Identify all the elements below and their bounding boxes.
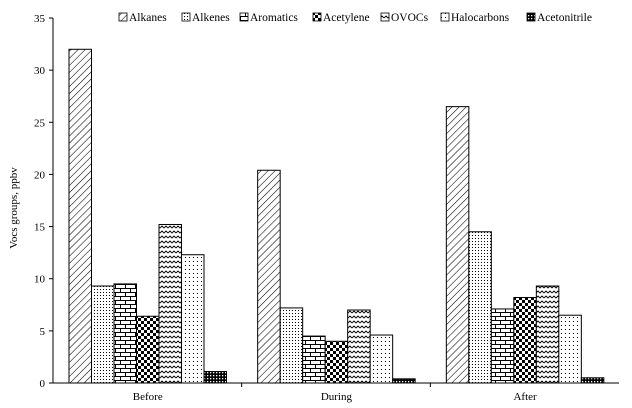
- x-tick-label-after: After: [513, 391, 537, 403]
- bar-acetylene-before: [136, 315, 160, 384]
- bar-acetylene-during: [324, 340, 349, 384]
- legend-label-ovocs: OVOCs: [391, 12, 429, 24]
- bars-layer: [68, 48, 605, 384]
- bar-aromatics-after: [490, 308, 515, 384]
- bar-aromatics-during: [302, 335, 326, 384]
- bar-halocarbons-before: [181, 254, 205, 384]
- bar-alkanes-after: [445, 106, 470, 384]
- legend-swatch-alkenes: [181, 12, 191, 22]
- legend-swatch-halocarbons: [440, 12, 450, 22]
- axes-layer: 0 5 10 15 20 25 30 35 Before During After: [34, 13, 619, 403]
- y-tick-label: 5: [40, 326, 46, 338]
- legend-swatch-alkanes: [118, 12, 128, 22]
- bar-ovocs-after: [535, 285, 560, 384]
- legend-swatch-ovocs: [380, 12, 390, 22]
- bar-acetonitrile-after: [580, 377, 605, 384]
- legend-label-alkanes: Alkanes: [129, 12, 167, 24]
- bar-alkenes-during: [279, 307, 304, 384]
- bar-ovocs-before: [158, 223, 182, 384]
- legend-label-alkenes: Alkenes: [192, 12, 230, 24]
- bar-acetonitrile-during: [392, 378, 416, 384]
- bar-halocarbons-during: [369, 334, 394, 384]
- bar-halocarbons-after: [558, 314, 582, 384]
- bar-acetonitrile-before: [203, 371, 227, 384]
- y-tick-label: 15: [34, 222, 46, 234]
- legend: Alkanes Alkenes Aromatics Acetylene OVOCs Hal…: [118, 12, 592, 24]
- y-axis-title: Vocs groups, ppbv: [8, 167, 20, 249]
- legend-swatch-aromatics: [239, 12, 249, 22]
- bar-alkanes-during: [257, 169, 281, 384]
- legend-swatch-acetonitrile: [526, 12, 536, 22]
- legend-label-halocarbons: Halocarbons: [451, 12, 510, 24]
- bar-acetylene-after: [513, 296, 537, 384]
- bar-alkanes-before: [68, 48, 92, 384]
- y-tick-label: 25: [34, 117, 46, 129]
- x-tick-label-during: During: [321, 391, 353, 403]
- legend-label-aromatics: Aromatics: [250, 12, 298, 24]
- x-tick-label-before: Before: [133, 391, 163, 403]
- bar-alkenes-before: [91, 285, 115, 384]
- y-tick-label: 35: [34, 13, 46, 25]
- bar-ovocs-during: [347, 309, 371, 384]
- legend-swatch-acetylene: [312, 12, 322, 22]
- bar-alkenes-after: [468, 231, 492, 384]
- y-tick-label: 0: [40, 378, 46, 390]
- y-tick-label: 10: [34, 274, 46, 286]
- bar-aromatics-before: [113, 283, 137, 384]
- y-tick-label: 20: [34, 169, 46, 181]
- y-tick-label: 30: [34, 65, 46, 77]
- legend-label-acetylene: Acetylene: [323, 12, 370, 24]
- legend-label-acetonitrile: Acetonitrile: [537, 12, 592, 24]
